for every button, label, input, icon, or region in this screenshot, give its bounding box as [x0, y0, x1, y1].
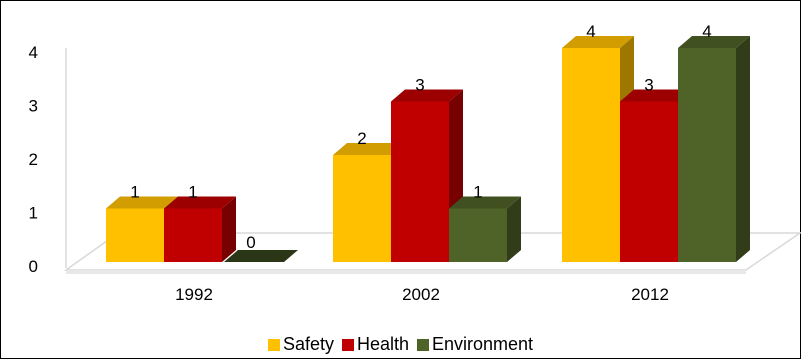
y-tick-label: 3: [29, 97, 38, 116]
bar-safety: [106, 208, 164, 262]
legend-item: Safety: [267, 334, 334, 355]
data-label: 2: [357, 129, 366, 148]
bar-top-safety: [333, 143, 405, 155]
bar-top-health: [164, 196, 236, 209]
data-label: 1: [188, 183, 197, 202]
legend-label: Safety: [282, 334, 334, 354]
data-label: 4: [702, 22, 711, 41]
bar-top-health: [391, 89, 463, 102]
legend-swatch: [267, 338, 280, 351]
bar-side-environment: [507, 196, 521, 262]
bar-top-health: [620, 89, 692, 102]
bar-side-health: [222, 196, 236, 262]
legend-swatch: [341, 338, 354, 351]
bar-health: [164, 208, 222, 262]
x-category-label: 1992: [175, 285, 213, 304]
x-category-label: 2012: [631, 285, 669, 304]
bar-environment: [678, 48, 736, 262]
bar-top-safety: [562, 36, 634, 48]
data-label: 1: [130, 183, 139, 202]
legend-label: Environment: [432, 334, 534, 354]
bar-top-environment: [449, 196, 521, 209]
bar-safety: [562, 48, 620, 262]
y-tick-label: 1: [29, 204, 38, 223]
data-label: 0: [246, 233, 255, 252]
y-tick-label: 4: [29, 43, 38, 62]
bar-health: [620, 101, 678, 262]
bar-side-environment: [736, 36, 750, 262]
bar-environment: [449, 208, 507, 262]
y-tick-label: 2: [29, 150, 38, 169]
legend: Safety Health Environment: [0, 334, 801, 355]
data-label: 4: [586, 22, 595, 41]
bar-environment: [224, 250, 298, 262]
legend-item: Health: [341, 334, 409, 355]
bar-top-environment: [678, 36, 750, 48]
legend-swatch: [417, 338, 429, 351]
data-label: 3: [415, 76, 424, 95]
chart-floor-edge: [66, 270, 746, 274]
bar-top-safety: [106, 196, 178, 209]
data-label: 1: [473, 183, 482, 202]
bar-health: [391, 101, 449, 262]
bar-chart: 0 1 2 3 4 1992 2002 2012 1 1 0 2 3 1 4 3 4: [29, 22, 801, 304]
legend-label: Health: [356, 334, 409, 354]
y-tick-label: 0: [29, 257, 38, 276]
legend-item: Environment: [417, 334, 533, 355]
data-label: 3: [644, 76, 653, 95]
x-category-label: 2002: [402, 285, 440, 304]
bar-safety: [333, 155, 391, 262]
